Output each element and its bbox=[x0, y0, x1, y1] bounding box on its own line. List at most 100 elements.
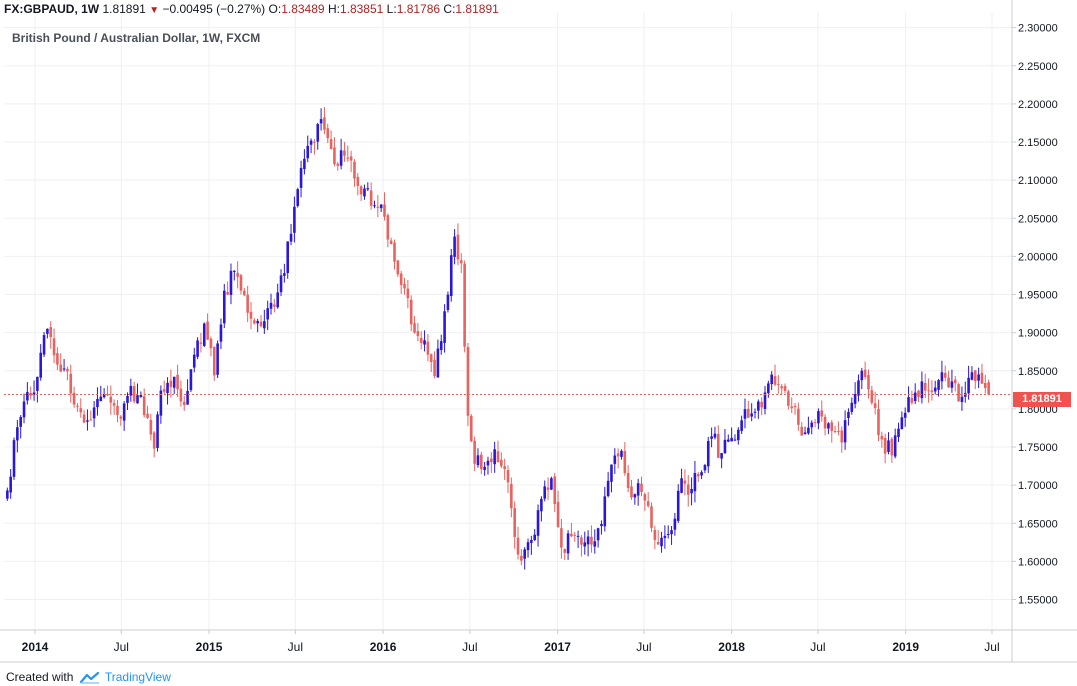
candle-body bbox=[763, 392, 767, 409]
candle-body bbox=[967, 377, 970, 394]
candle-body bbox=[419, 338, 423, 343]
candle-body bbox=[263, 321, 266, 329]
candle-body bbox=[66, 368, 69, 372]
x-tick-label: Jul bbox=[810, 640, 825, 654]
candle-body bbox=[583, 542, 587, 547]
candle-body bbox=[907, 397, 910, 413]
candle-body bbox=[433, 359, 436, 377]
candle-body bbox=[363, 188, 366, 197]
candle-body bbox=[686, 484, 690, 495]
candle-body bbox=[940, 372, 944, 382]
low-label: L: bbox=[386, 2, 397, 16]
candle-body bbox=[540, 498, 543, 512]
candle-body bbox=[306, 145, 310, 159]
candle-body bbox=[156, 414, 159, 448]
candle-body bbox=[933, 387, 937, 392]
candle-body bbox=[469, 415, 473, 442]
y-tick-label: 2.25000 bbox=[1018, 61, 1058, 73]
candle-body bbox=[59, 364, 63, 372]
candle-body bbox=[72, 392, 76, 405]
candle-body bbox=[793, 405, 797, 408]
candle-body bbox=[273, 304, 276, 307]
candle-body bbox=[399, 273, 403, 285]
candle-body bbox=[386, 215, 390, 240]
candle-body bbox=[750, 413, 753, 417]
candle-body bbox=[626, 473, 630, 489]
candles bbox=[6, 107, 990, 570]
candle-body bbox=[817, 411, 820, 424]
candle-body bbox=[216, 343, 219, 375]
x-tick-label: 2019 bbox=[892, 640, 919, 654]
candle-body bbox=[116, 405, 119, 415]
candle-body bbox=[296, 189, 300, 207]
candle-body bbox=[336, 163, 340, 166]
candle-body bbox=[757, 401, 760, 411]
candle-body bbox=[169, 380, 173, 387]
candle-body bbox=[623, 450, 627, 474]
candle-body bbox=[259, 321, 263, 327]
candle-body bbox=[373, 205, 376, 207]
x-tick-label: Jul bbox=[114, 640, 129, 654]
candle-body bbox=[212, 346, 216, 376]
y-tick-label: 2.15000 bbox=[1018, 137, 1058, 149]
candle-body bbox=[827, 423, 830, 429]
candle-body bbox=[636, 483, 640, 496]
candle-body bbox=[466, 347, 470, 416]
x-tick-label: 2018 bbox=[718, 640, 745, 654]
x-tick-label: Jul bbox=[288, 640, 303, 654]
candle-body bbox=[166, 382, 169, 393]
candle-body bbox=[289, 233, 293, 242]
candle-body bbox=[42, 335, 46, 355]
candle-body bbox=[132, 386, 136, 402]
candle-body bbox=[279, 275, 283, 293]
candle-body bbox=[553, 476, 557, 505]
candle-body bbox=[46, 328, 49, 334]
candle-body bbox=[283, 273, 286, 276]
candle-body bbox=[950, 381, 954, 388]
candle-body bbox=[573, 534, 577, 536]
candle-body bbox=[309, 140, 313, 145]
time-axis[interactable]: 2014 Jul 2015 Jul 2016 Jul 2017 Jul 2018 Jul 2019 J… bbox=[22, 640, 1000, 654]
symbol-name[interactable]: FX:GBPAUD, 1W bbox=[4, 2, 100, 16]
candle-body bbox=[740, 420, 743, 431]
candle-body bbox=[429, 354, 433, 362]
candle-body bbox=[783, 386, 787, 391]
candle-body bbox=[449, 255, 453, 296]
candle-body bbox=[833, 430, 837, 432]
candle-body bbox=[349, 156, 353, 161]
candle-body bbox=[69, 373, 73, 394]
candle-body bbox=[710, 436, 713, 439]
candle-body bbox=[897, 428, 900, 437]
candle-body bbox=[436, 348, 440, 378]
down-arrow-icon: ▼ bbox=[149, 5, 160, 16]
candle-body bbox=[403, 283, 406, 289]
candle-body bbox=[339, 150, 343, 166]
candle-body bbox=[700, 472, 703, 476]
candle-body bbox=[96, 398, 99, 408]
candle-body bbox=[890, 438, 894, 456]
tradingview-link[interactable]: TradingView bbox=[104, 670, 171, 684]
candle-body bbox=[840, 430, 844, 443]
candle-body bbox=[266, 308, 269, 320]
candle-body bbox=[613, 455, 617, 464]
y-tick-label: 1.70000 bbox=[1018, 480, 1058, 492]
candle-body bbox=[500, 459, 503, 467]
candle-body bbox=[917, 390, 920, 397]
candle-body bbox=[913, 392, 917, 401]
candle-body bbox=[19, 417, 22, 427]
candle-body bbox=[860, 370, 864, 381]
candle-body bbox=[326, 128, 330, 139]
open-label: O: bbox=[268, 2, 282, 16]
high-value: 1.83851 bbox=[339, 2, 384, 16]
grid bbox=[4, 12, 1012, 630]
candle-body bbox=[603, 496, 607, 527]
candle-body bbox=[479, 454, 483, 470]
candle-body bbox=[910, 398, 914, 403]
candle-body bbox=[119, 416, 123, 419]
candle-body bbox=[112, 403, 116, 406]
candle-body bbox=[32, 392, 36, 395]
candle-body bbox=[12, 440, 16, 477]
price-axis[interactable]: 2.30000 2.25000 2.20000 2.15000 2.10000 2.050… bbox=[1018, 23, 1058, 607]
